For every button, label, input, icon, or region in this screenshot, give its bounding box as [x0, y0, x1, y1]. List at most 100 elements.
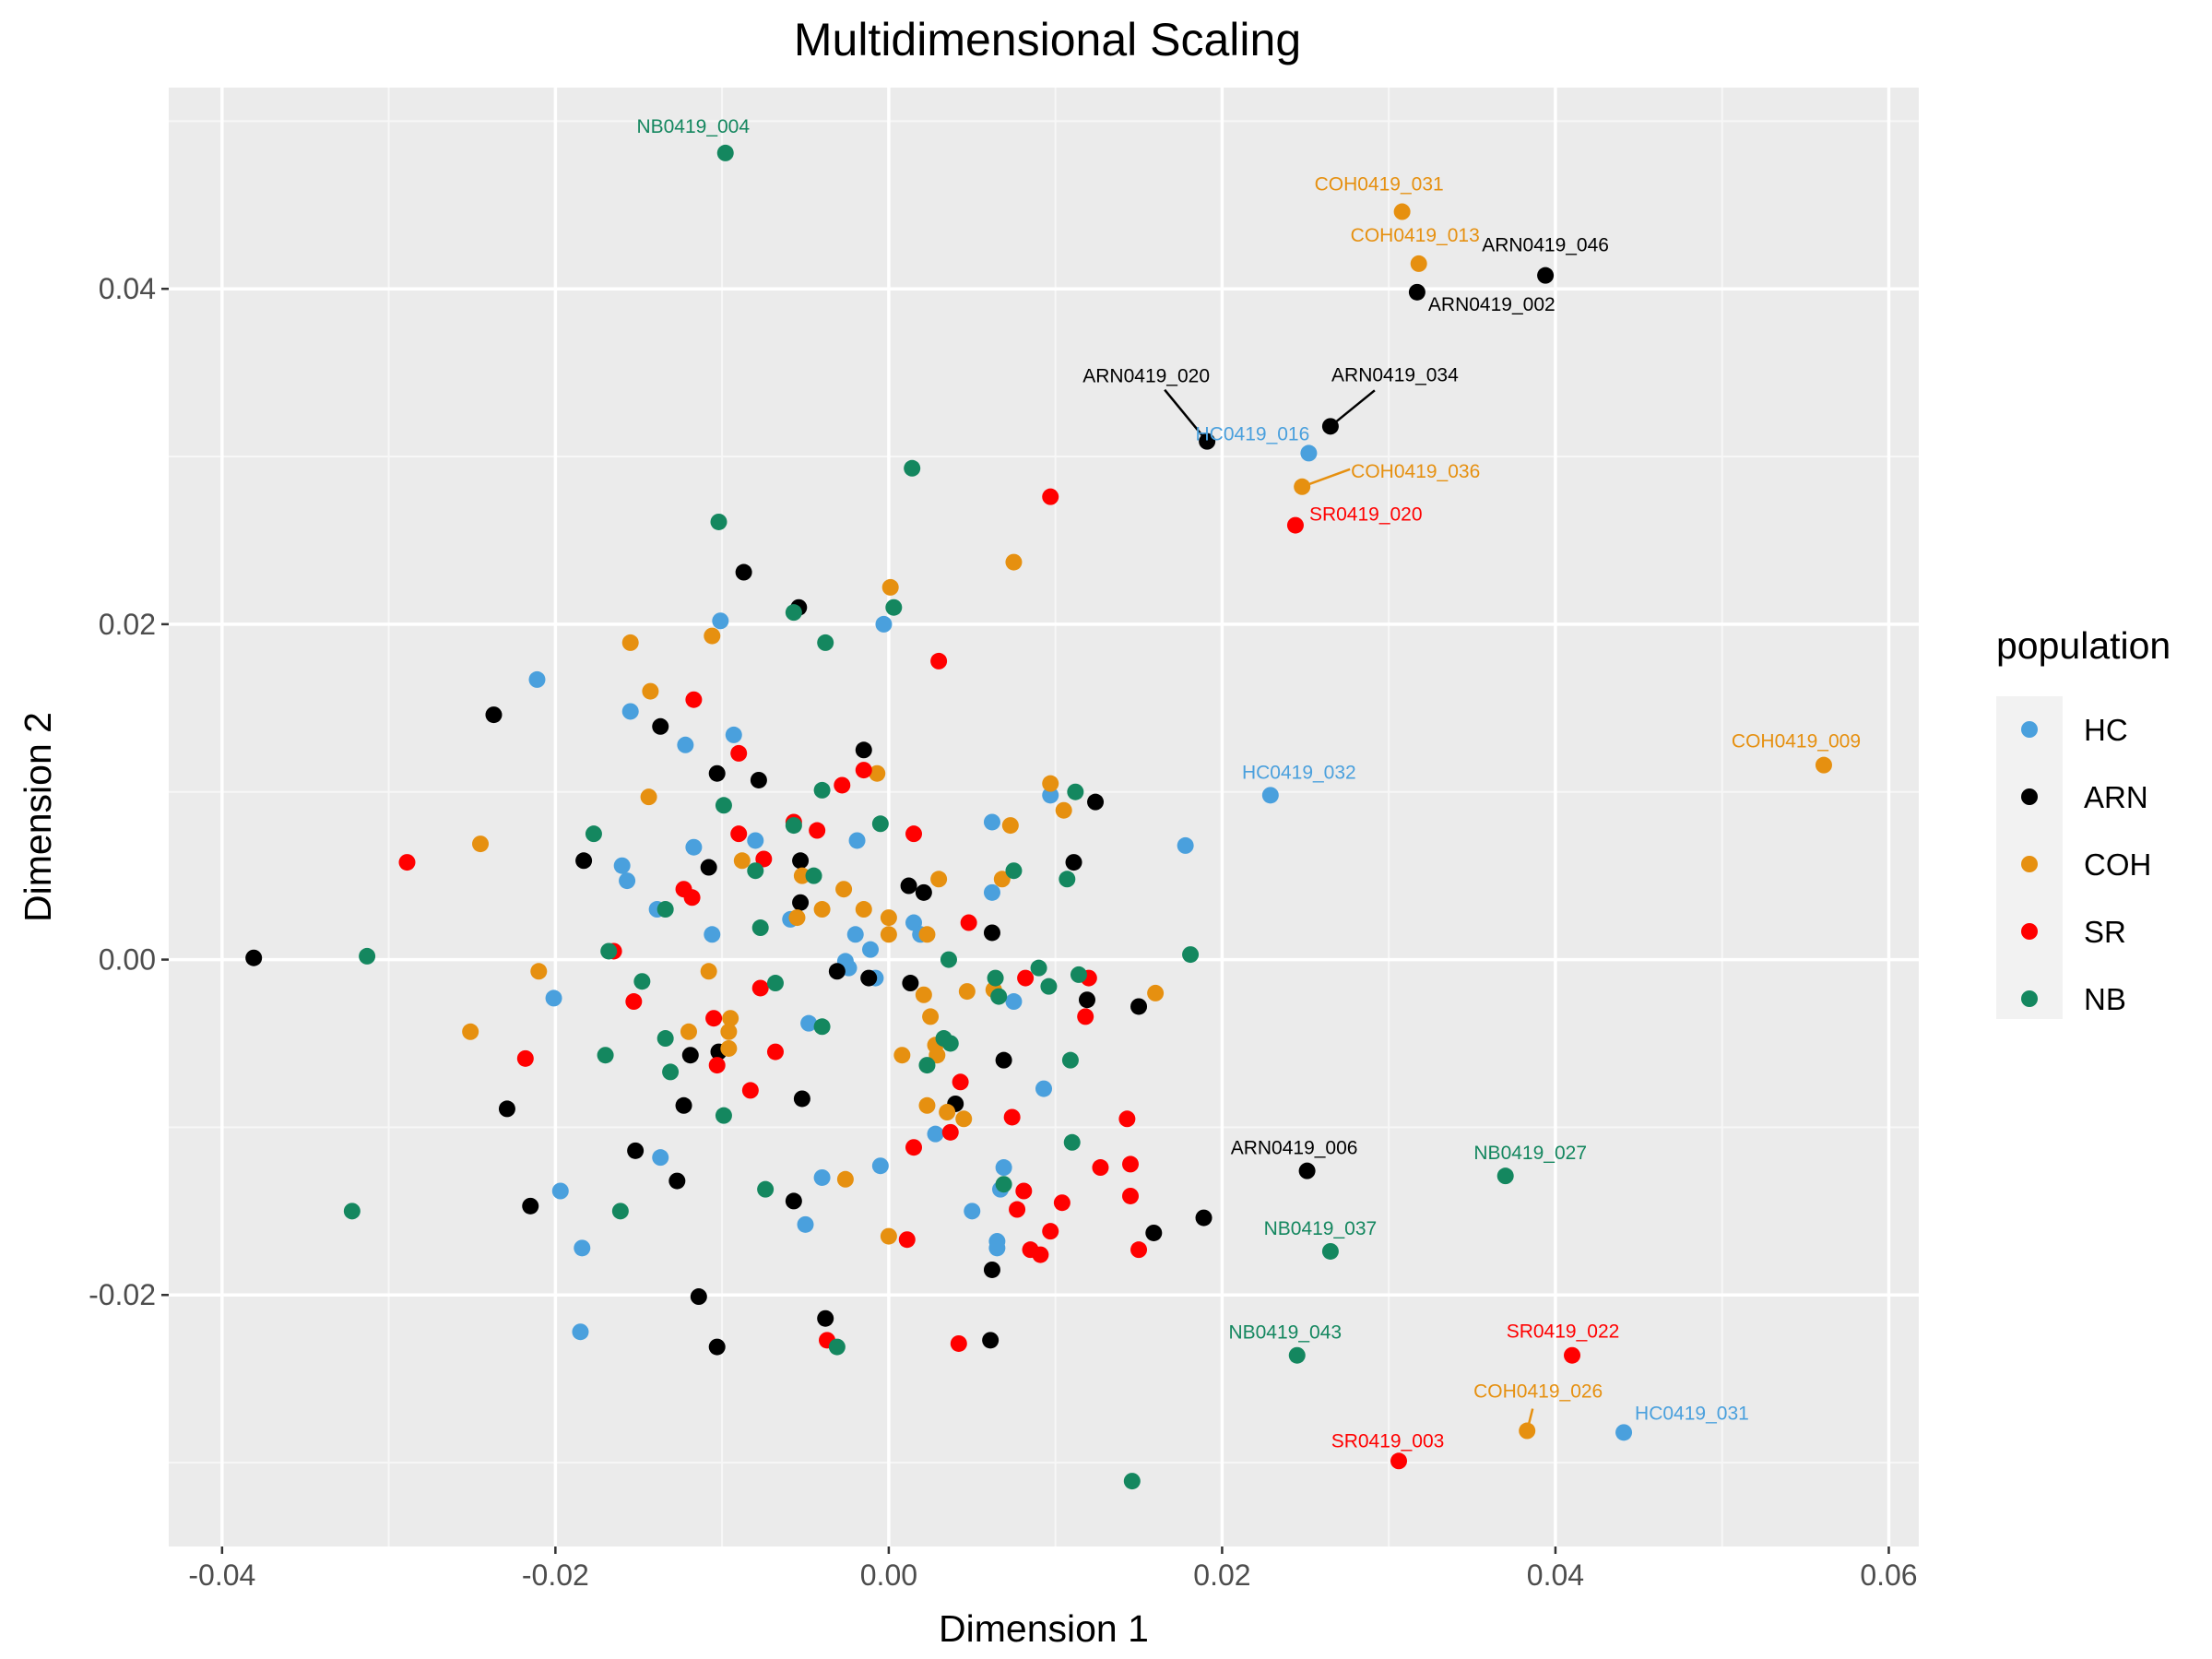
- point-nb: [817, 634, 834, 651]
- legend-label: SR: [2084, 915, 2126, 949]
- point-sr: [625, 993, 643, 1011]
- point-coh: [1294, 478, 1311, 495]
- point-sr: [855, 762, 872, 779]
- point-arn: [983, 1261, 1000, 1278]
- point-coh: [880, 1227, 897, 1245]
- point-nb: [1040, 978, 1058, 995]
- point-nb: [1182, 946, 1200, 964]
- point-nb: [1059, 871, 1076, 888]
- point-sr: [905, 1139, 923, 1156]
- legend-label: HC: [2084, 713, 2128, 747]
- point-arn: [983, 924, 1000, 942]
- point-coh: [918, 1096, 936, 1114]
- point-label: SR0419_003: [1331, 1430, 1445, 1452]
- point-sr: [398, 854, 416, 871]
- point-arn: [792, 852, 810, 870]
- point-arn: [817, 1309, 834, 1327]
- point-sr: [683, 889, 701, 907]
- point-arn: [498, 1100, 515, 1118]
- point-coh: [993, 871, 1011, 888]
- point-sr: [516, 1049, 534, 1067]
- point-sr: [751, 979, 769, 997]
- point-sr: [1286, 516, 1304, 534]
- point-coh: [929, 1047, 946, 1064]
- point-arn: [982, 1332, 1000, 1349]
- point-nb: [1063, 1133, 1081, 1151]
- x-axis-title: Dimension 1: [939, 1607, 1149, 1650]
- point-hc: [613, 857, 631, 874]
- point-arn: [668, 1172, 686, 1190]
- point-hc: [875, 615, 893, 633]
- point-arn: [1130, 998, 1148, 1015]
- point-sr: [1118, 1110, 1136, 1128]
- point-sr: [809, 822, 826, 839]
- point-hc: [572, 1323, 589, 1341]
- point-hc: [712, 612, 729, 630]
- point-hc: [871, 1157, 889, 1175]
- point-coh: [1815, 756, 1832, 774]
- point-nb: [941, 1035, 959, 1052]
- point-label: ARN0419_006: [1231, 1138, 1358, 1159]
- point-arn: [1078, 991, 1095, 1009]
- point-arn: [1321, 418, 1339, 435]
- point-coh: [1005, 553, 1023, 571]
- point-label: HC0419_032: [1242, 762, 1356, 783]
- point-hc: [1005, 993, 1023, 1011]
- point-arn: [652, 717, 669, 735]
- point-arn: [1195, 1209, 1212, 1226]
- point-nb: [766, 975, 784, 992]
- point-label: COH0419_013: [1351, 225, 1480, 246]
- point-label: SR0419_020: [1309, 504, 1423, 526]
- point-coh: [881, 578, 899, 596]
- point-hc: [528, 670, 546, 688]
- point-coh: [918, 926, 936, 943]
- point-coh: [621, 634, 639, 651]
- point-arn: [485, 706, 503, 724]
- point-coh: [733, 852, 751, 870]
- point-hc: [1042, 787, 1059, 804]
- point-arn: [1145, 1224, 1163, 1241]
- x-tick-label: 0.04: [1527, 1558, 1584, 1592]
- point-arn: [681, 1047, 699, 1064]
- point-coh: [955, 1110, 973, 1128]
- point-nb: [611, 1203, 629, 1220]
- point-coh: [922, 1008, 940, 1025]
- point-hc: [652, 1149, 669, 1167]
- point-coh: [1055, 801, 1072, 819]
- point-sr: [960, 914, 977, 931]
- point-sr: [1053, 1194, 1071, 1212]
- legend-label: ARN: [2084, 780, 2148, 814]
- point-arn: [828, 963, 846, 980]
- point-nb: [1496, 1167, 1514, 1185]
- legend-key-sr: [2021, 923, 2038, 940]
- y-tick-label: 0.04: [99, 272, 156, 305]
- point-nb: [1123, 1473, 1141, 1490]
- point-label: NB0419_004: [636, 116, 750, 137]
- y-tick-label: 0.00: [99, 943, 156, 977]
- point-nb: [813, 781, 831, 799]
- point-nb: [904, 459, 921, 477]
- point-nb: [600, 942, 618, 960]
- point-hc: [621, 703, 639, 720]
- point-arn: [900, 877, 917, 895]
- legend-items: HC ARN COH SR NB: [2021, 713, 2151, 1016]
- point-coh: [720, 1023, 738, 1040]
- point-nb: [657, 901, 674, 918]
- point-hc: [725, 726, 742, 743]
- point-sr: [1017, 969, 1035, 987]
- point-label: HC0419_031: [1635, 1403, 1749, 1424]
- point-arn: [627, 1142, 645, 1159]
- point-label: COH0419_026: [1473, 1381, 1603, 1403]
- point-arn: [915, 883, 932, 901]
- point-coh: [835, 881, 853, 898]
- legend: population HC ARN COH SR NB: [1996, 624, 2171, 1019]
- point-hc: [988, 1239, 1006, 1257]
- point-arn: [522, 1197, 539, 1215]
- point-nb: [751, 919, 769, 937]
- point-nb: [757, 1180, 775, 1198]
- x-axis: -0.04 -0.02 0.00 0.02 0.04 0.06: [188, 1546, 1918, 1592]
- y-tick-label: -0.02: [89, 1278, 156, 1311]
- point-hc: [747, 832, 764, 849]
- point-coh: [813, 901, 831, 918]
- point-nb: [585, 825, 602, 843]
